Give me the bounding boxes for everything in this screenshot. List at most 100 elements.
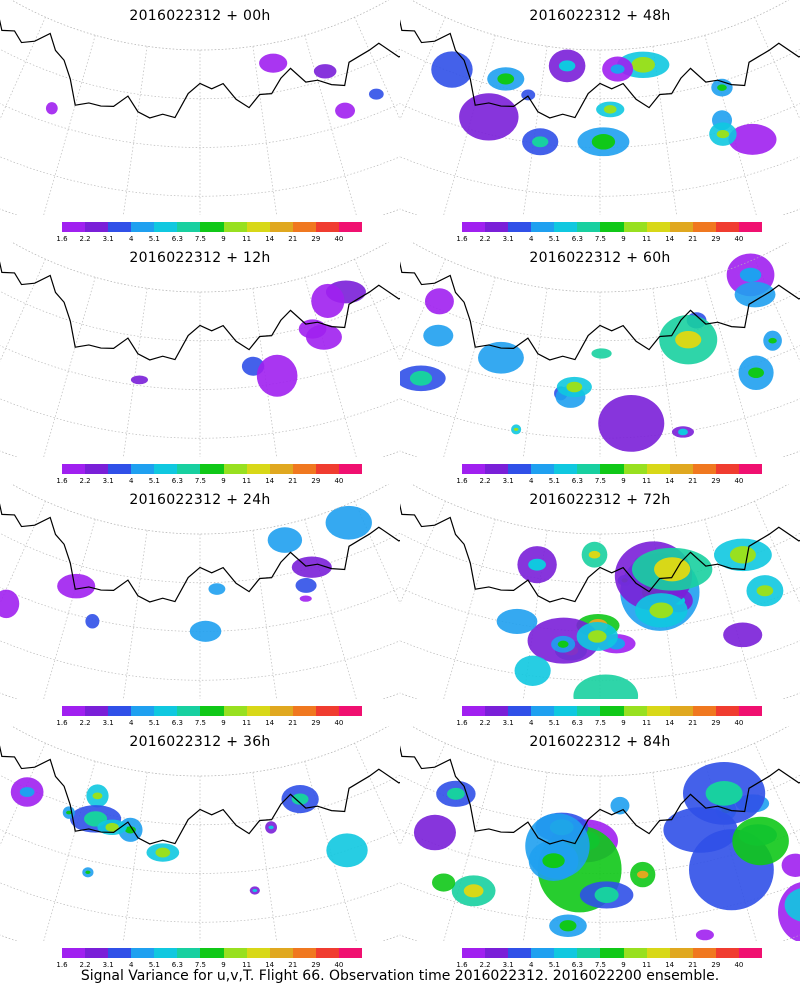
meridian-line xyxy=(123,46,148,215)
panel-title: 2016022312 + 24h xyxy=(129,492,271,508)
meridian-line xyxy=(443,35,496,215)
colorbar-tick-label: 21 xyxy=(688,719,698,727)
colorbar-swatch xyxy=(646,948,670,958)
variance-core xyxy=(588,550,601,559)
variance-blob xyxy=(784,888,800,922)
coastline xyxy=(400,503,800,603)
variance-core xyxy=(513,427,519,431)
colorbar-tick-label: 5.1 xyxy=(548,477,560,485)
colorbar-tick-label: 2.2 xyxy=(479,961,491,969)
colorbar-tick-label: 5.1 xyxy=(148,477,160,485)
colorbar-tick-label: 40 xyxy=(334,477,344,485)
meridian-line xyxy=(123,772,148,941)
variance-blob xyxy=(734,281,776,308)
colorbar-swatch xyxy=(223,948,247,958)
colorbar-swatch xyxy=(85,948,109,958)
colorbar-swatch xyxy=(531,948,555,958)
colorbar-swatch xyxy=(600,464,624,474)
colorbar-swatch xyxy=(154,464,178,474)
coastline xyxy=(0,503,400,603)
meridian-line xyxy=(652,288,677,457)
panel-48h: 2016022312 + 48h 1.6 2.2 3.1 4 5.1 6.3 7.5 9 11 1… xyxy=(400,0,800,245)
colorbar-swatch xyxy=(85,706,109,716)
colorbar-swatch xyxy=(269,706,293,716)
colorbar-tick-label: 7.5 xyxy=(594,235,607,243)
colorbar-swatch xyxy=(246,222,270,232)
colorbar-swatch xyxy=(62,464,86,474)
variance-blob xyxy=(695,929,714,941)
colorbar-tick-label: 5.1 xyxy=(548,235,560,243)
coastline xyxy=(400,19,800,119)
variance-blob xyxy=(431,51,473,88)
colorbar-tick-label: 29 xyxy=(311,235,321,243)
colorbar-swatch xyxy=(315,706,339,716)
colorbar-tick-label: 29 xyxy=(711,961,721,969)
colorbar-swatch xyxy=(600,706,624,716)
colorbar-tick-label: 7.5 xyxy=(594,477,607,485)
colorbar-swatch xyxy=(623,222,647,232)
meridian-line xyxy=(443,519,496,699)
variance-blob xyxy=(85,613,100,629)
colorbar-tick-label: 14 xyxy=(665,477,675,485)
variance-blob xyxy=(267,527,303,553)
colorbar-tick-label: 4 xyxy=(128,719,134,727)
figure-caption: Signal Variance for u,v,T. Flight 66. Ob… xyxy=(80,968,720,984)
colorbar-swatch xyxy=(85,222,109,232)
colorbar-swatch xyxy=(577,464,601,474)
colorbar-swatch xyxy=(200,706,224,716)
colorbar-swatch xyxy=(715,464,739,474)
variance-blob xyxy=(0,589,20,619)
colorbar-tick-label: 9 xyxy=(621,961,626,969)
colorbar-tick-label: 4 xyxy=(528,477,534,485)
variance-blob xyxy=(728,123,777,155)
meridian-line xyxy=(354,259,400,363)
colorbar-tick-label: 11 xyxy=(242,719,252,727)
colorbar-tick-label: 4 xyxy=(128,477,134,485)
colorbar-swatch xyxy=(623,464,647,474)
variance-core xyxy=(756,585,774,597)
colorbar-tick-label: 6.3 xyxy=(171,719,183,727)
variance-blob xyxy=(477,341,524,374)
colorbar-tick-label: 2.2 xyxy=(479,719,491,727)
colorbar-tick-label: 1.6 xyxy=(56,961,68,969)
colorbar-swatch xyxy=(646,464,670,474)
meridian-line xyxy=(252,46,277,215)
coastline xyxy=(0,261,400,361)
panel-title: 2016022312 + 84h xyxy=(529,734,671,750)
colorbar-swatch xyxy=(600,948,624,958)
colorbar-tick-label: 4 xyxy=(528,235,534,243)
colorbar-swatch xyxy=(269,222,293,232)
colorbar-swatch xyxy=(669,222,693,232)
colorbar-tick-label: 9 xyxy=(221,961,226,969)
colorbar-tick-label: 29 xyxy=(711,477,721,485)
colorbar-swatch xyxy=(246,706,270,716)
colorbar-swatch xyxy=(177,706,201,716)
variance-blob xyxy=(413,814,456,851)
colorbar-swatch xyxy=(85,464,109,474)
colorbar-swatch xyxy=(269,464,293,474)
colorbar-swatch xyxy=(338,948,363,958)
colorbar-swatch xyxy=(62,706,86,716)
panel-60h: 2016022312 + 60h 1.6 2.2 3.1 4 5.1 6.3 7.5 9 11 1… xyxy=(400,242,800,487)
colorbar-tick-label: 21 xyxy=(688,235,698,243)
parallel-line xyxy=(400,532,800,584)
colorbar-swatch xyxy=(223,222,247,232)
colorbar-swatch xyxy=(485,706,509,716)
colorbar-swatch xyxy=(269,948,293,958)
colorbar xyxy=(62,706,363,716)
colorbar-swatch xyxy=(108,222,132,232)
colorbar-tick-label: 40 xyxy=(734,477,744,485)
colorbar-swatch xyxy=(108,706,132,716)
colorbar-swatch xyxy=(531,706,555,716)
colorbar-swatch xyxy=(462,948,486,958)
variance-blob xyxy=(130,375,149,385)
variance-core xyxy=(748,367,764,379)
variance-core xyxy=(497,73,515,85)
variance-blob xyxy=(781,853,800,877)
variance-core xyxy=(717,84,727,91)
colorbar-swatch xyxy=(315,948,339,958)
colorbar-tick-label: 5.1 xyxy=(148,235,160,243)
colorbar-tick-label: 9 xyxy=(221,477,226,485)
colorbar-swatch xyxy=(577,706,601,716)
variance-core xyxy=(716,130,730,139)
